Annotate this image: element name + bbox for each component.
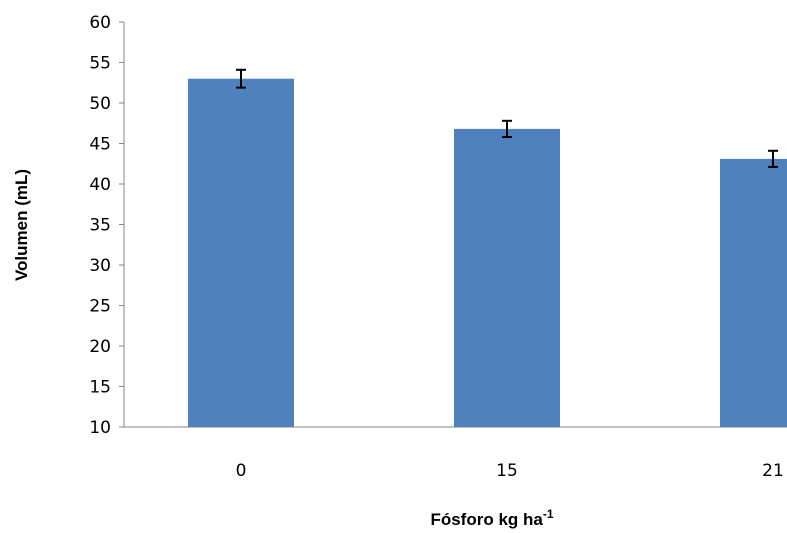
y-tick-label: 35 xyxy=(89,216,111,236)
bars xyxy=(188,68,787,428)
bar-15 xyxy=(454,128,560,428)
y-axis-ticks: 10 15 20 25 30 35 40 45 50 55 60 xyxy=(89,13,124,438)
bar-21 xyxy=(720,158,787,427)
error-bar-0 xyxy=(236,68,246,89)
y-tick-label: 10 xyxy=(89,418,111,438)
x-axis-ticks: 0 15 21 xyxy=(236,461,784,481)
y-tick-label: 40 xyxy=(89,175,111,195)
x-tick-label-0: 0 xyxy=(236,461,247,481)
x-tick-label-15: 15 xyxy=(496,461,518,481)
error-bar-15 xyxy=(502,119,512,139)
y-tick-label: 30 xyxy=(89,256,111,276)
x-axis-title-main: Fósforo kg ha xyxy=(430,510,543,529)
y-tick-label: 15 xyxy=(89,378,111,398)
error-bar-21 xyxy=(768,149,778,168)
y-tick-label: 20 xyxy=(89,337,111,357)
y-tick-label: 50 xyxy=(89,94,111,114)
y-tick-label: 60 xyxy=(89,13,111,33)
x-axis-title: Fósforo kg ha-1 xyxy=(430,507,553,529)
bar-0 xyxy=(188,78,294,427)
y-tick-label: 45 xyxy=(89,135,111,155)
x-tick-label-21: 21 xyxy=(762,461,784,481)
y-tick-label: 55 xyxy=(89,54,111,74)
y-tick-label: 25 xyxy=(89,297,111,317)
x-axis-title-superscript: -1 xyxy=(543,507,554,521)
y-axis-title: Volumen (mL) xyxy=(12,169,31,281)
